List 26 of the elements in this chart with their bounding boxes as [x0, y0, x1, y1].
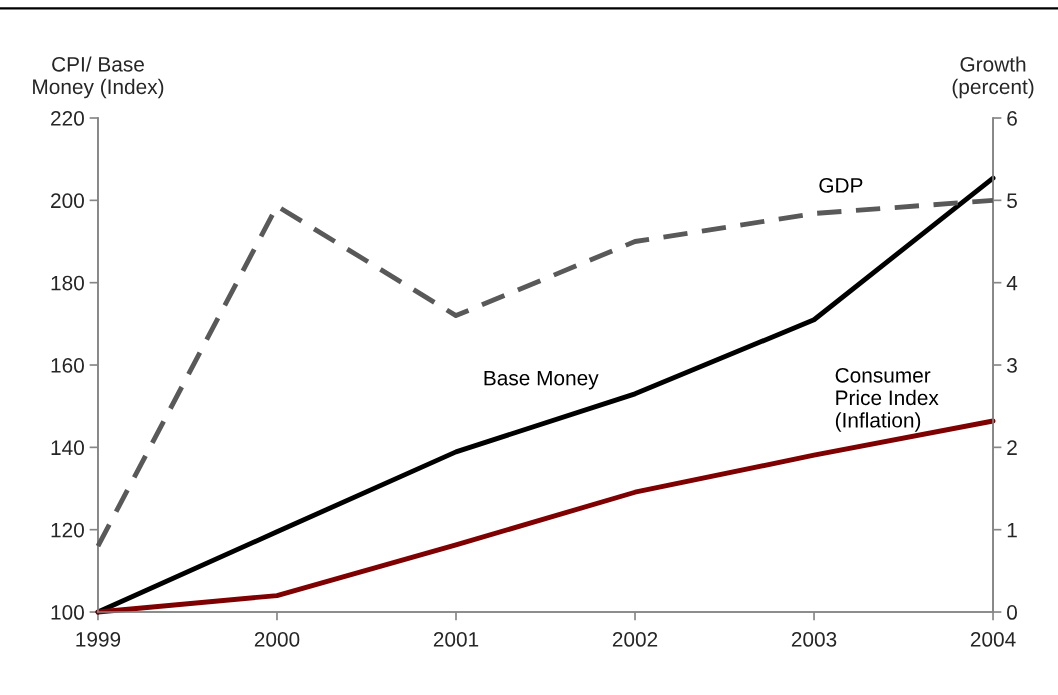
y-tick-label: 100 — [51, 605, 84, 620]
line-series — [95, 197, 996, 549]
y2-tick-label: 5 — [1007, 193, 1017, 209]
y-tick-label: 120 — [51, 522, 84, 538]
y-tick-label: 200 — [51, 193, 84, 209]
y-tick-label: 220 — [51, 111, 84, 126]
y2-tick-label: 6 — [1007, 111, 1017, 126]
y2-tick-label: 2 — [1007, 440, 1017, 455]
x-tick-label: 2000 — [254, 632, 300, 647]
x-tick-label: 1999 — [76, 632, 121, 647]
y2-tick-label: 1 — [1007, 522, 1017, 538]
y-tick-label: 140 — [51, 440, 84, 456]
series-label: Base Money — [484, 370, 599, 390]
x-tick-label: 2003 — [791, 632, 837, 647]
y2-axis-title: Growth (percent) — [952, 56, 1034, 99]
x-tick-label: 2001 — [433, 632, 479, 647]
y-tick-label: 160 — [51, 358, 84, 373]
y2-tick-label: 4 — [1006, 275, 1018, 291]
y2-tick-label: 0 — [1007, 605, 1017, 620]
x-tick-label: 2002 — [612, 632, 658, 647]
y-axis-title: CPI/ Base Money (Index) — [33, 56, 164, 99]
y2-tick-label: 3 — [1007, 358, 1017, 373]
series-label: Consumer Price Index (Inflation) — [835, 367, 939, 432]
y-tick-label: 180 — [51, 275, 84, 291]
x-tick-label: 2004 — [970, 632, 1016, 647]
series-label: GDP — [819, 178, 863, 193]
